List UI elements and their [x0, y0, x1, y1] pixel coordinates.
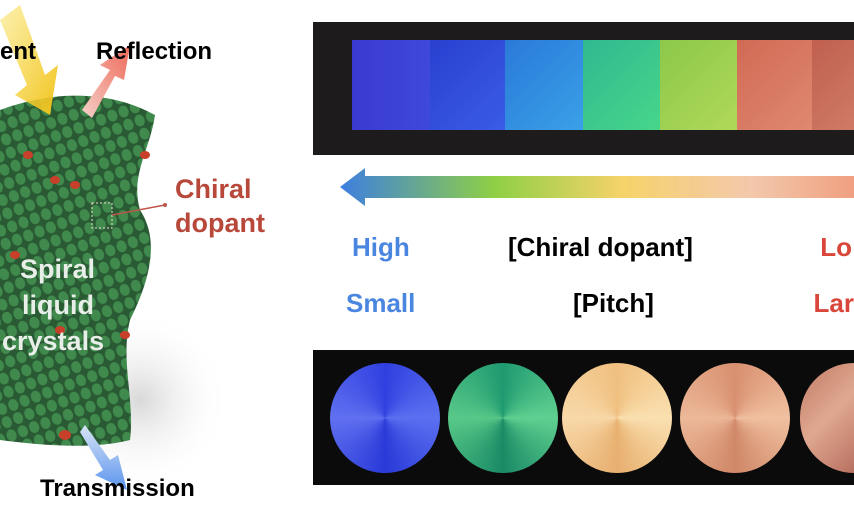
film-square-4 — [583, 40, 660, 130]
film-circle-4 — [680, 363, 790, 473]
spiral-label-3: crystals — [2, 326, 105, 356]
film-squares-panel — [313, 22, 854, 155]
low-label: Lo — [820, 232, 852, 262]
liquid-crystal-helix — [0, 95, 155, 446]
film-square-1 — [352, 40, 430, 130]
chiral-dopant-label-2: dopant — [175, 208, 265, 238]
dopant-highlight-box — [91, 202, 113, 229]
high-label: High — [352, 232, 410, 262]
incident-light-arrow — [0, 5, 58, 115]
film-square-6 — [737, 40, 812, 130]
chiral-dopant-axis-label: [Chiral dopant] — [508, 232, 693, 262]
transmission-label: Transmission — [40, 475, 195, 502]
small-label: Small — [346, 288, 416, 318]
chiral-dopant-molecules — [10, 151, 150, 440]
incident-label: ent — [0, 38, 36, 65]
film-circle-2 — [448, 363, 558, 473]
spiral-label-2: liquid — [22, 290, 94, 320]
reflection-label: Reflection — [96, 38, 213, 65]
large-label: Lar — [813, 288, 854, 318]
film-circle-5 — [800, 363, 854, 473]
transmission-arrow — [80, 425, 127, 490]
film-square-7 — [812, 40, 854, 130]
film-circle-1 — [330, 363, 440, 473]
spiral-label-1: Spiral — [20, 254, 96, 284]
chiral-dopant-label-1: Chiral — [175, 174, 252, 204]
film-square-5 — [660, 40, 737, 130]
film-circle-3 — [562, 363, 672, 473]
concentration-gradient-arrow — [340, 168, 854, 206]
film-circles-panel — [313, 350, 854, 485]
helix-schematic — [0, 5, 230, 490]
pitch-axis-label: [Pitch] — [573, 288, 654, 318]
film-square-2 — [430, 40, 505, 130]
dopant-pointer-line — [111, 204, 166, 216]
reflection-arrow — [82, 45, 130, 118]
film-square-3 — [505, 40, 583, 130]
